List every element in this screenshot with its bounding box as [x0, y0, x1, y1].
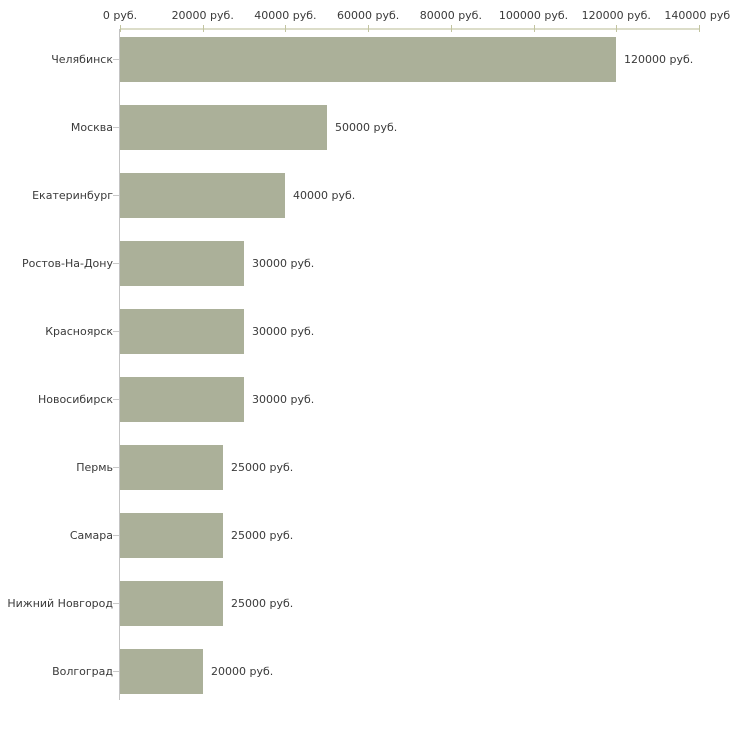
category-tick [113, 535, 119, 536]
category-label: Волгоград [52, 665, 113, 678]
bar-row: Новосибирск 30000 руб. [0, 377, 730, 422]
bar-row: Ростов-На-Дону 30000 руб. [0, 241, 730, 286]
x-axis-tick-label: 120000 руб. [581, 9, 651, 22]
category-label: Екатеринбург [32, 189, 113, 202]
value-label: 20000 руб. [211, 665, 274, 678]
x-axis-tick-label: 60000 руб. [337, 9, 400, 22]
bar [120, 105, 327, 150]
bar-row: Самара 25000 руб. [0, 513, 730, 558]
x-axis-tick-mark [368, 25, 370, 32]
x-axis-tick-label: 100000 руб. [498, 9, 569, 22]
x-axis-tick-mark [285, 25, 287, 32]
bar [120, 37, 616, 82]
x-axis-tick-mark [699, 25, 700, 32]
value-label: 30000 руб. [252, 257, 315, 270]
category-tick [113, 195, 119, 196]
category-label: Нижний Новгород [7, 597, 113, 610]
x-axis-tick-mark [120, 25, 121, 32]
bar-row: Волгоград 20000 руб. [0, 649, 730, 694]
category-tick [113, 331, 119, 332]
y-axis-line [119, 29, 120, 700]
bar [120, 445, 223, 490]
bar-row: Челябинск 120000 руб. [0, 37, 730, 82]
category-label: Челябинск [51, 53, 113, 66]
category-tick [113, 263, 119, 264]
value-label: 25000 руб. [231, 461, 294, 474]
x-axis-tick-mark [450, 25, 452, 32]
bar [120, 649, 203, 694]
x-axis-tick-label: 0 руб. [102, 9, 138, 22]
x-axis-tick-label: 20000 руб. [171, 9, 234, 22]
category-label: Пермь [76, 461, 113, 474]
category-tick [113, 467, 119, 468]
bar [120, 309, 244, 354]
bar-row: Красноярск 30000 руб. [0, 309, 730, 354]
value-label: 50000 руб. [335, 121, 398, 134]
x-axis-tick-mark [202, 25, 204, 32]
category-tick [113, 127, 119, 128]
bar [120, 241, 244, 286]
value-label: 40000 руб. [293, 189, 356, 202]
bar [120, 377, 244, 422]
bar-row: Нижний Новгород 25000 руб. [0, 581, 730, 626]
value-label: 25000 руб. [231, 529, 294, 542]
category-label: Ростов-На-Дону [21, 257, 113, 270]
x-axis-tick-label: 80000 руб. [419, 9, 482, 22]
category-label: Красноярск [45, 325, 113, 338]
x-axis-tick-label: 40000 руб. [254, 9, 317, 22]
bar [120, 513, 223, 558]
x-axis-tick-label: 140000 руб. [664, 9, 730, 22]
value-label: 30000 руб. [252, 325, 315, 338]
value-label: 120000 руб. [624, 53, 694, 66]
x-axis-line [120, 28, 699, 30]
bar-row: Москва 50000 руб. [0, 105, 730, 150]
bar-row: Екатеринбург 40000 руб. [0, 173, 730, 218]
category-tick [113, 399, 119, 400]
bar [120, 581, 223, 626]
category-tick [113, 603, 119, 604]
x-axis-tick-mark [616, 25, 618, 32]
value-label: 30000 руб. [252, 393, 315, 406]
x-axis-tick-mark [533, 25, 535, 32]
category-label: Новосибирск [37, 393, 113, 406]
bar [120, 173, 285, 218]
category-label: Самара [69, 529, 113, 542]
category-tick [113, 59, 119, 60]
bar-row: Пермь 25000 руб. [0, 445, 730, 490]
category-label: Москва [70, 121, 113, 134]
category-tick [113, 671, 119, 672]
value-label: 25000 руб. [231, 597, 294, 610]
